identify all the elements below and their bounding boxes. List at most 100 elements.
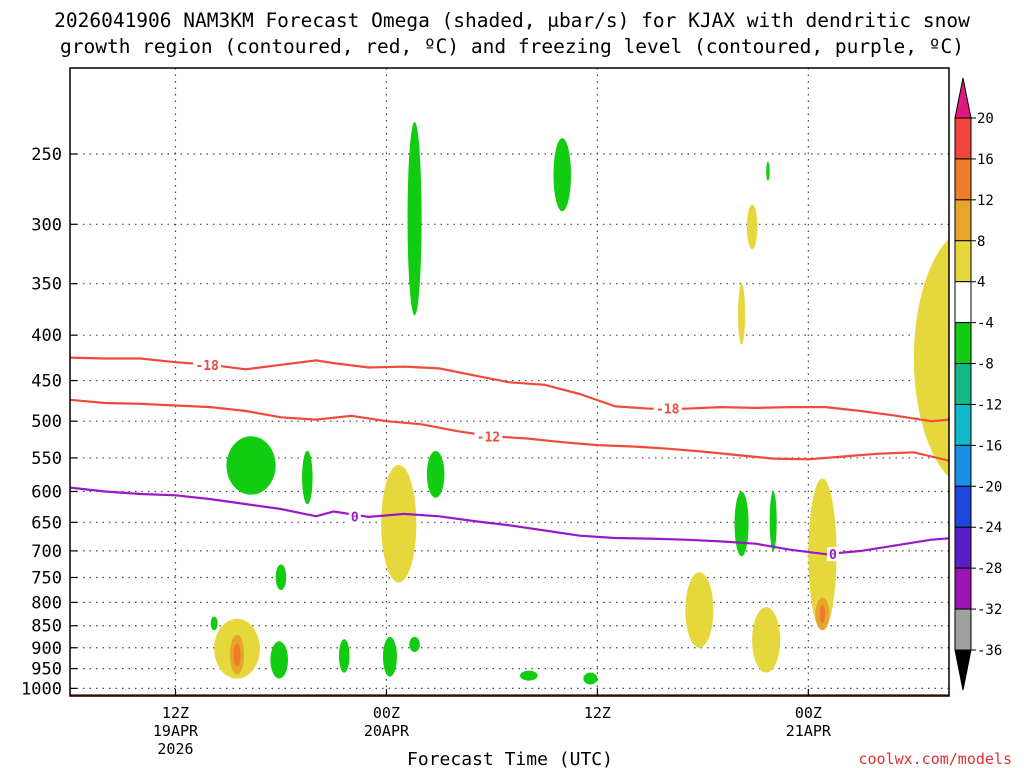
- colorbar-label: -24: [977, 520, 1002, 536]
- omega-region: [738, 283, 746, 345]
- colorbar-label: -12: [977, 397, 1002, 413]
- omega-region: [734, 491, 749, 557]
- colorbar-label: -36: [977, 643, 1002, 659]
- y-tick-label: 950: [31, 660, 62, 680]
- omega-region: [426, 450, 445, 498]
- colorbar-label: 16: [977, 152, 994, 168]
- x-tick-label: 00Z: [795, 704, 822, 722]
- colorbar-swatch: [954, 608, 972, 651]
- omega-region: [270, 641, 288, 679]
- colorbar-swatch: [954, 240, 972, 283]
- contour-label-bg: [193, 357, 222, 372]
- colorbar-swatch: [954, 158, 972, 201]
- colorbar-swatch: [954, 199, 972, 242]
- contour-label: -18: [656, 403, 680, 418]
- omega-region: [275, 564, 287, 591]
- contour-label: -12: [477, 430, 500, 445]
- colorbar-swatch: [954, 526, 972, 569]
- colorbar-top-triangle: [954, 77, 972, 119]
- contour-line: [70, 486, 949, 556]
- pressure-axis: 2503003504004505005506006507007508008509…: [21, 145, 77, 699]
- chart-title-line1: 2026041906 NAM3KM Forecast Omega (shaded…: [54, 9, 970, 32]
- omega-region: [407, 121, 422, 316]
- x-tick-label: 12Z: [162, 704, 189, 722]
- omega-region: [913, 238, 949, 478]
- x-axis-label: Forecast Time (UTC): [407, 749, 613, 768]
- contour-line: [70, 356, 949, 423]
- contour-label-bg: [653, 401, 682, 416]
- contour-label-bg: [474, 429, 503, 444]
- colorbar-swatch: [954, 363, 972, 405]
- y-tick-label: 750: [31, 568, 62, 588]
- y-tick-label: 800: [31, 593, 62, 613]
- x-tick-year-label: 2026: [157, 740, 193, 758]
- colorbar-label: -16: [977, 438, 1002, 454]
- y-tick-label: 1000: [21, 679, 62, 699]
- colorbar-bottom-triangle: [954, 649, 972, 691]
- terrain-band: [70, 694, 949, 696]
- colorbar-swatch: [954, 567, 972, 610]
- omega-region: [226, 436, 276, 495]
- credit-label: coolwx.com/models: [858, 750, 1012, 768]
- y-tick-label: 350: [31, 275, 62, 295]
- omega-region: [210, 616, 218, 631]
- omega-region: [766, 161, 770, 181]
- y-tick-label: 600: [31, 482, 62, 502]
- colorbar-label: -4: [977, 316, 994, 332]
- colorbar-label: 20: [977, 111, 994, 127]
- x-tick-label: 00Z: [373, 704, 400, 722]
- colorbar-label: -32: [977, 602, 1002, 618]
- omega-region: [520, 670, 538, 681]
- x-tick-date-label: 19APR: [153, 722, 199, 740]
- colorbar-swatch: [954, 117, 972, 160]
- contour-label-bg: [348, 509, 361, 524]
- x-tick-date-label: 20APR: [364, 722, 410, 740]
- colorbar-label: -20: [977, 479, 1002, 495]
- colorbar: 20 16 12 8 4 -4 -8 -12 -16 -20 -24 -28 -32 -36: [954, 77, 1002, 691]
- omega-region: [381, 464, 417, 583]
- contour-label: -18: [195, 359, 219, 374]
- contour-label: 0: [829, 548, 837, 563]
- plot-frame: [69, 67, 950, 697]
- omega-region: [409, 636, 420, 653]
- y-tick-label: 250: [31, 145, 62, 165]
- y-tick-label: 400: [31, 326, 62, 346]
- omega-region: [746, 204, 758, 250]
- omega-region: [685, 572, 714, 648]
- colorbar-label: 12: [977, 193, 994, 209]
- colorbar-swatch: [954, 444, 972, 487]
- omega-shading: [210, 121, 949, 685]
- colorbar-label: -8: [977, 357, 994, 373]
- omega-region: [382, 636, 397, 677]
- x-tick-label: 12Z: [584, 704, 611, 722]
- omega-region: [338, 639, 350, 673]
- y-tick-label: 550: [31, 449, 62, 469]
- omega-region: [553, 138, 572, 212]
- terrain-fill: [70, 694, 949, 696]
- omega-region: [819, 604, 826, 624]
- y-tick-label: 900: [31, 639, 62, 659]
- omega-region: [752, 607, 781, 673]
- contour-label: 0: [351, 510, 359, 525]
- y-tick-label: 850: [31, 617, 62, 637]
- y-tick-label: 650: [31, 513, 62, 533]
- chart-title-line2: growth region (contoured, red, ºC) and f…: [60, 35, 964, 58]
- contour-label-bg: [826, 547, 839, 562]
- contour-line: [70, 398, 949, 462]
- grid-lines: [70, 68, 949, 696]
- omega-region: [769, 491, 777, 551]
- y-tick-label: 700: [31, 542, 62, 562]
- x-tick-date-label: 21APR: [786, 722, 832, 740]
- colorbar-swatch: [954, 322, 972, 365]
- y-tick-label: 300: [31, 215, 62, 235]
- omega-region: [302, 450, 313, 505]
- y-tick-label: 500: [31, 412, 62, 432]
- colorbar-label: -28: [977, 561, 1002, 577]
- y-tick-label: 450: [31, 372, 62, 392]
- colorbar-swatch: [954, 403, 972, 446]
- colorbar-swatch: [954, 485, 972, 528]
- colorbar-label: 4: [977, 275, 985, 291]
